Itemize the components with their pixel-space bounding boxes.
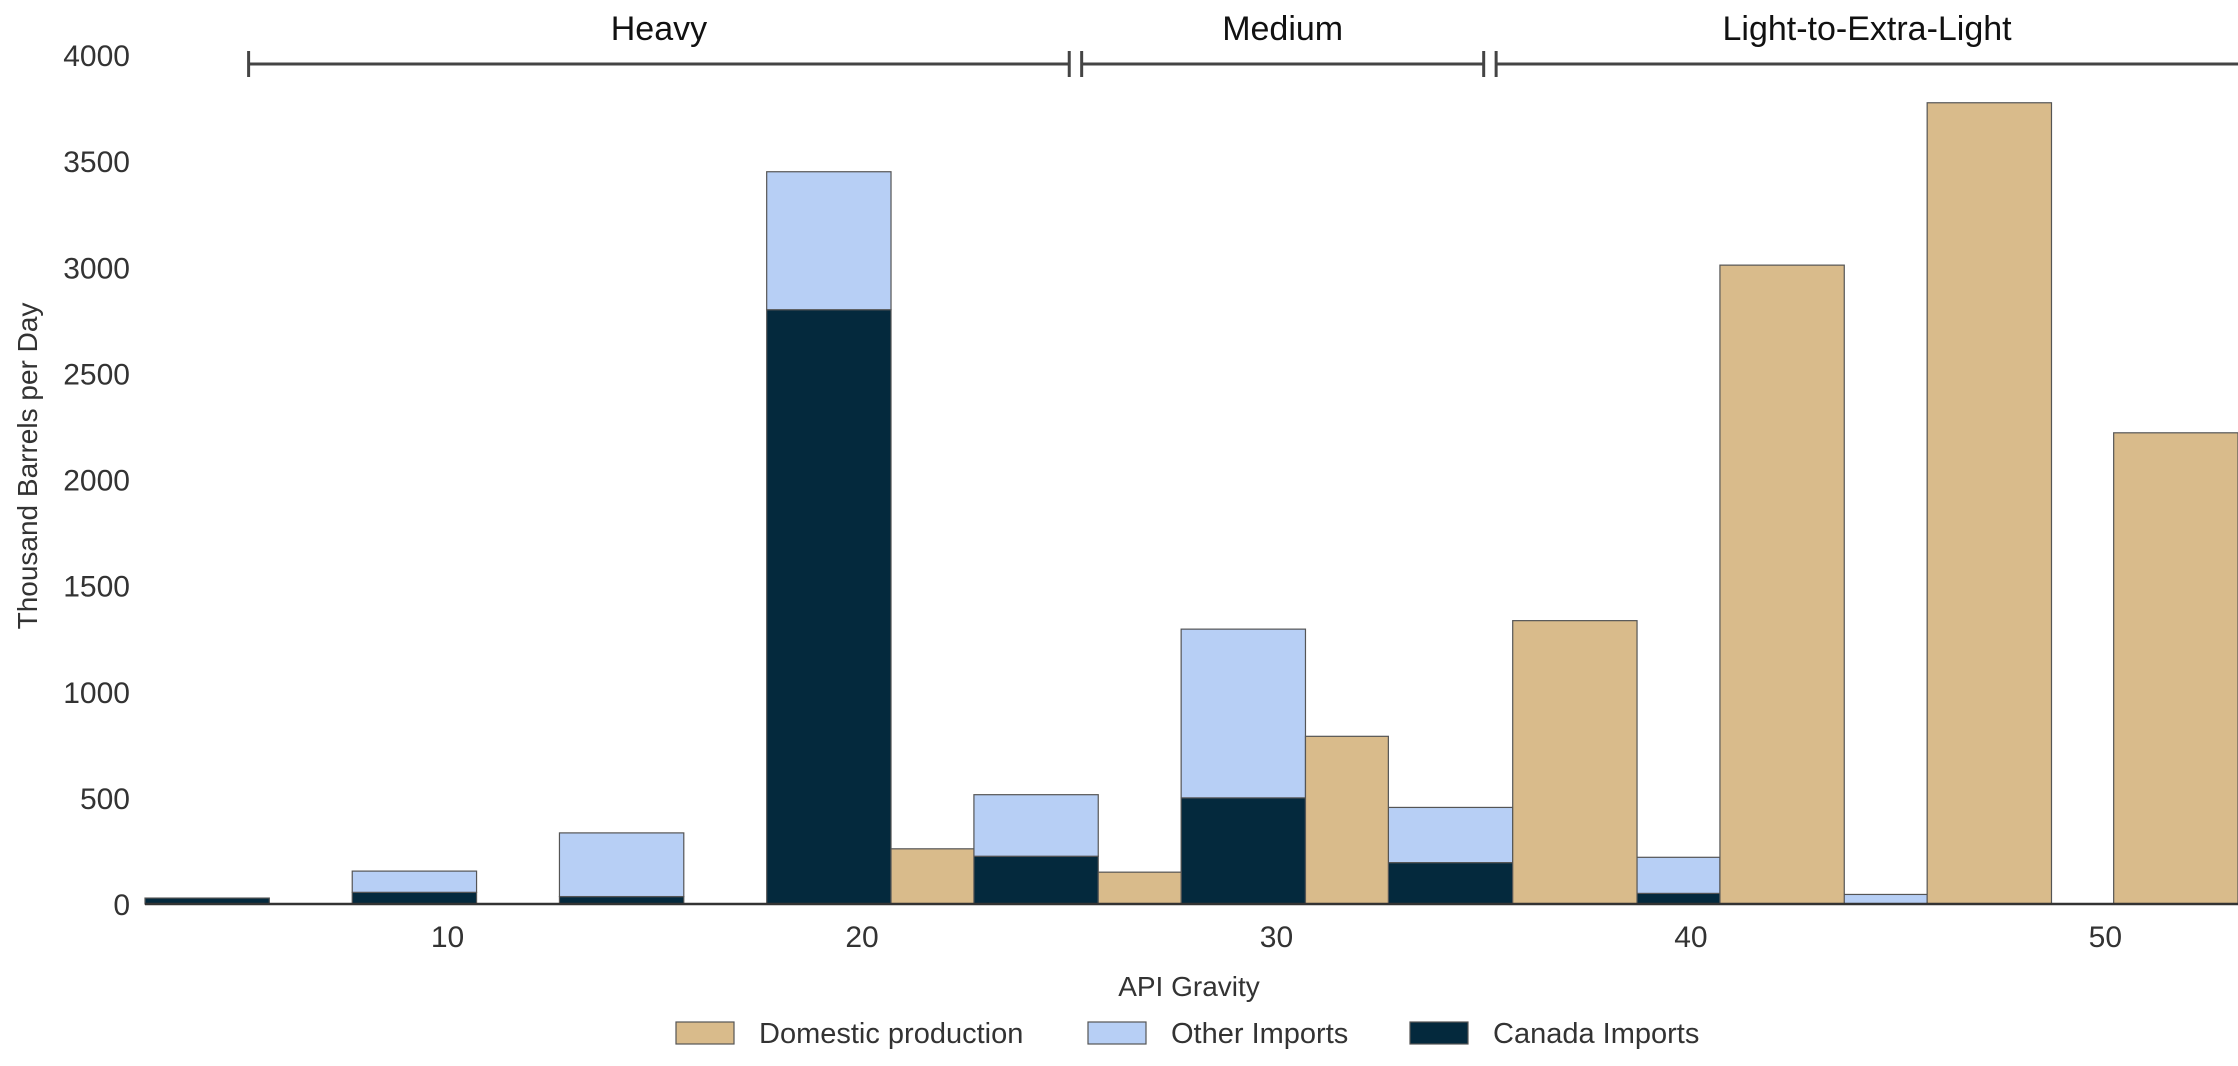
- y-axis-title: Thousand Barrels per Day: [12, 303, 43, 630]
- bar-domestic-production: [2113, 432, 2238, 905]
- bar-canada-imports: [351, 891, 478, 905]
- bar-domestic-production: [890, 848, 975, 905]
- x-tick-label: 40: [1674, 921, 1707, 954]
- band-label: Medium: [1222, 10, 1343, 48]
- bar-domestic-production: [1719, 264, 1845, 905]
- y-tick-labels: 0 500 1000 1500 2000 2500 3000 3500 4000: [63, 40, 130, 922]
- bar-other-imports: [351, 870, 478, 893]
- x-tick-labels: 10 20 30 40 50: [431, 921, 2122, 954]
- x-tick-label: 10: [431, 921, 464, 954]
- band-heavy: Heavy: [247, 10, 1071, 77]
- legend-swatch: [1087, 1021, 1147, 1045]
- band-medium: Medium: [1080, 10, 1486, 77]
- bar-other-imports: [766, 171, 892, 311]
- legend-label: Domestic production: [759, 1018, 1023, 1050]
- x-tick-label: 50: [2089, 921, 2122, 954]
- legend-swatch: [1409, 1021, 1469, 1045]
- bar-canada-imports: [1387, 862, 1514, 905]
- bar-domestic-production: [1097, 871, 1182, 905]
- legend-item-other-imports: Other Imports: [1087, 1018, 1348, 1050]
- axes-layer: API Gravity Thousand Barrels per Day 10 2…: [12, 40, 2238, 1002]
- bar-other-imports: [973, 794, 1099, 857]
- bar-other-imports: [558, 832, 685, 898]
- bar-canada-imports: [973, 855, 1099, 905]
- y-tick-label: 3000: [63, 252, 130, 285]
- bar-canada-imports: [1180, 797, 1307, 905]
- y-tick-label: 3500: [63, 146, 130, 179]
- band-light-to-extra-light: Light-to-Extra-Light: [1494, 10, 2238, 77]
- x-tick-label: 30: [1260, 921, 1293, 954]
- y-tick-label: 2000: [63, 465, 130, 498]
- y-tick-label: 1000: [63, 677, 130, 710]
- bars-layer: [144, 102, 2238, 905]
- legend-label: Canada Imports: [1493, 1018, 1699, 1050]
- bar-domestic-production: [1304, 735, 1389, 905]
- x-axis-title: API Gravity: [1118, 971, 1260, 1002]
- gravity-band-brackets: Heavy Medium Light-to-Extra-Light: [247, 10, 2238, 77]
- bar-other-imports: [1180, 628, 1307, 799]
- band-label: Light-to-Extra-Light: [1722, 10, 2012, 48]
- bar-canada-imports: [766, 309, 892, 905]
- y-tick-label: 2500: [63, 358, 130, 391]
- legend-item-domestic-production: Domestic production: [675, 1018, 1023, 1050]
- bar-domestic-production: [1512, 620, 1638, 905]
- y-tick-label: 1500: [63, 571, 130, 604]
- bar-domestic-production: [1926, 102, 2053, 905]
- bar-other-imports: [1387, 806, 1514, 864]
- legend-label: Other Imports: [1171, 1018, 1348, 1050]
- y-tick-label: 0: [113, 889, 130, 922]
- legend-item-canada-imports: Canada Imports: [1409, 1018, 1699, 1050]
- x-tick-label: 20: [845, 921, 878, 954]
- legend: Domestic production Other Imports Canada I…: [675, 1018, 1699, 1050]
- band-label: Heavy: [611, 10, 707, 48]
- legend-swatch: [675, 1021, 735, 1045]
- y-tick-label: 4000: [63, 40, 130, 73]
- y-tick-label: 500: [80, 783, 130, 816]
